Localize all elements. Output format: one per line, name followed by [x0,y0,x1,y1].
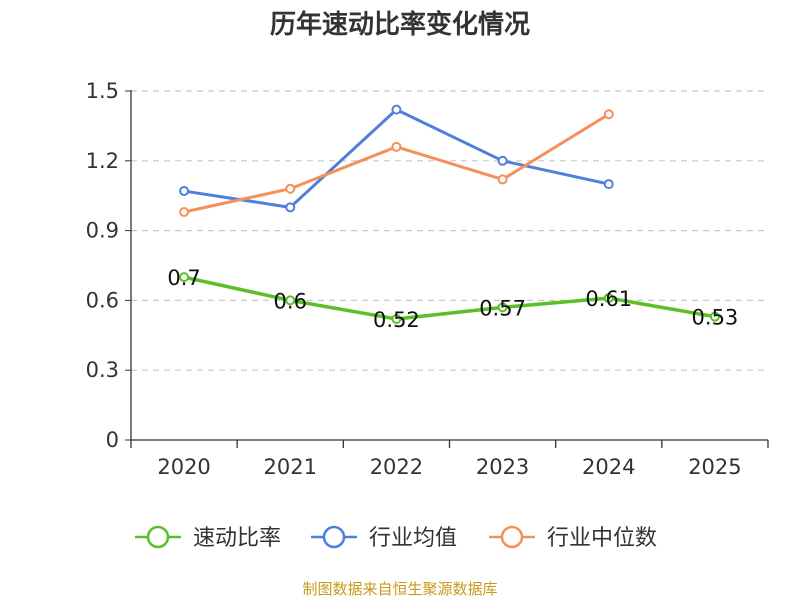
x-tick-label: 2023 [476,455,529,479]
data-point [497,174,508,185]
y-tick-label: 0.6 [86,288,119,312]
data-label: 0.52 [373,308,420,332]
data-point [709,311,720,322]
y-tick-label: 0 [106,428,119,452]
x-tick-label: 2025 [688,455,741,479]
data-point [603,109,614,120]
data-label: 0.7 [167,266,200,290]
legend-marker [146,525,170,549]
x-tick-label: 2024 [582,455,635,479]
data-point [285,202,296,213]
data-label: 0.6 [274,289,307,313]
y-tick-label: 0.3 [86,358,119,382]
y-tick-label: 1.5 [86,79,119,103]
data-point [285,183,296,194]
data-point [603,179,614,190]
series-line-2 [183,112,610,214]
legend-label: 行业中位数 [547,526,657,551]
series-line-1 [183,108,610,209]
data-point [179,186,190,197]
x-tick-label: 2020 [157,455,210,479]
data-point [285,295,296,306]
data-point [603,293,614,304]
series-line-0 [183,275,716,321]
data-point [179,206,190,217]
y-tick-label: 0.9 [86,219,119,243]
data-source-note: 制图数据来自恒生聚源数据库 [302,580,498,598]
legend-marker [322,525,346,549]
y-tick-label: 1.2 [86,149,119,173]
data-label: 0.57 [479,296,526,320]
data-point [391,104,402,115]
data-label: 0.61 [585,287,632,311]
data-point [179,272,190,283]
data-label: 0.53 [692,306,739,330]
legend-marker [500,525,524,549]
x-tick-label: 2022 [370,455,423,479]
data-point [391,314,402,325]
data-point [497,155,508,166]
data-point [391,141,402,152]
data-point [497,302,508,313]
x-tick-label: 2021 [264,455,317,479]
legend-label: 行业均值 [369,526,457,551]
chart-title: 历年速动比率变化情况 [269,10,530,40]
legend-label: 速动比率 [193,526,281,551]
